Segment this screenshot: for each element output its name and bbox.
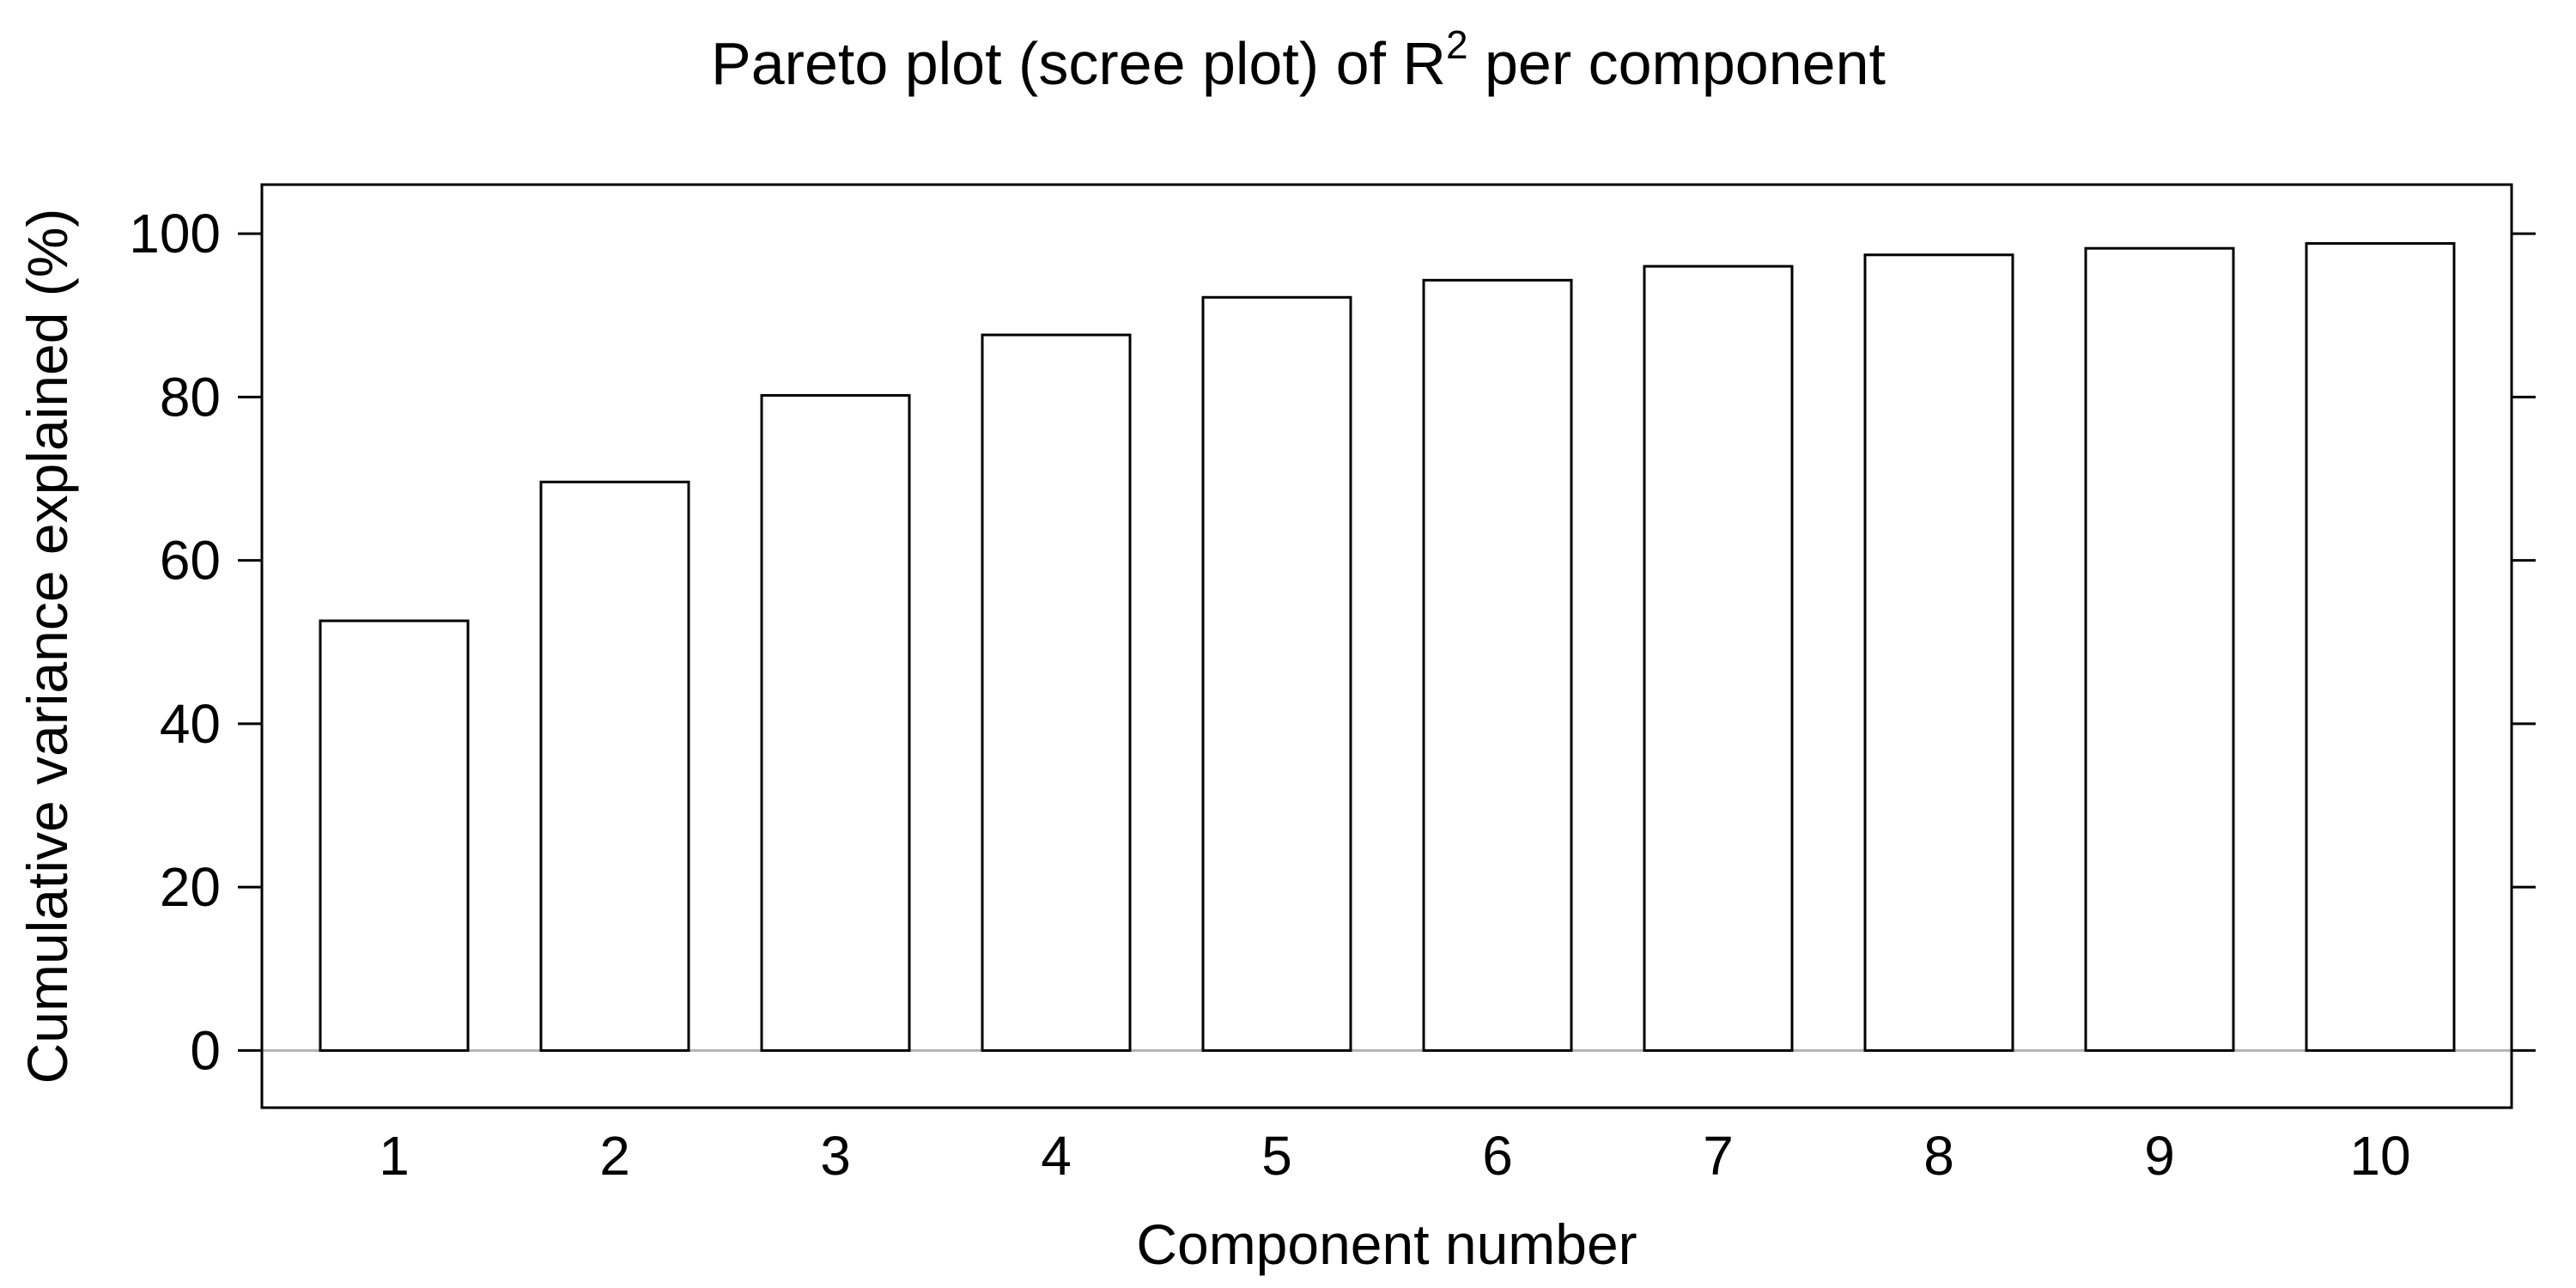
x-tick-label: 8	[1923, 1125, 1954, 1187]
chart-title-suffix: per component	[1468, 30, 1886, 97]
bar-component-3	[760, 393, 911, 1052]
chart-title-prefix: Pareto plot (scree plot) of R	[711, 30, 1446, 97]
y-axis: 0 20 40 60 80 100	[129, 203, 2536, 1081]
y-tick-label: 40	[160, 693, 221, 755]
y-tick-label: 20	[160, 856, 221, 918]
bar-component-2	[539, 480, 690, 1052]
y-tick-label: 60	[160, 530, 221, 592]
x-tick-label: 5	[1261, 1125, 1292, 1187]
bar-component-1	[319, 619, 470, 1052]
x-axis-label: Component number	[1136, 1212, 1637, 1276]
chart-title-superscript: 2	[1446, 22, 1468, 67]
x-axis: 1 2 3 4 5 6 7 8 9 10	[379, 1125, 2410, 1187]
x-tick-label: 7	[1703, 1125, 1734, 1187]
bar-component-4	[981, 333, 1132, 1052]
x-tick-label: 9	[2144, 1125, 2175, 1187]
y-tick-label: 80	[160, 366, 221, 428]
bars-group	[319, 241, 2456, 1052]
x-tick-label: 2	[599, 1125, 630, 1187]
bar-component-10	[2305, 241, 2456, 1052]
x-tick-label: 3	[820, 1125, 851, 1187]
y-axis-label: Cumulative variance explained (%)	[15, 209, 79, 1084]
x-tick-label: 6	[1482, 1125, 1513, 1187]
bar-component-5	[1201, 295, 1352, 1052]
bar-component-6	[1422, 278, 1573, 1052]
y-tick-label: 0	[190, 1019, 221, 1081]
x-tick-label: 4	[1041, 1125, 1072, 1187]
bar-component-7	[1643, 264, 1794, 1052]
y-tick-label: 100	[129, 203, 221, 264]
bar-component-9	[2084, 246, 2235, 1052]
x-tick-label: 1	[379, 1125, 410, 1187]
chart-title: Pareto plot (scree plot) of R2 per compo…	[711, 22, 1886, 97]
plot-frame	[260, 183, 2513, 1109]
x-tick-label: 10	[2349, 1125, 2410, 1187]
bar-component-8	[1863, 253, 2014, 1052]
